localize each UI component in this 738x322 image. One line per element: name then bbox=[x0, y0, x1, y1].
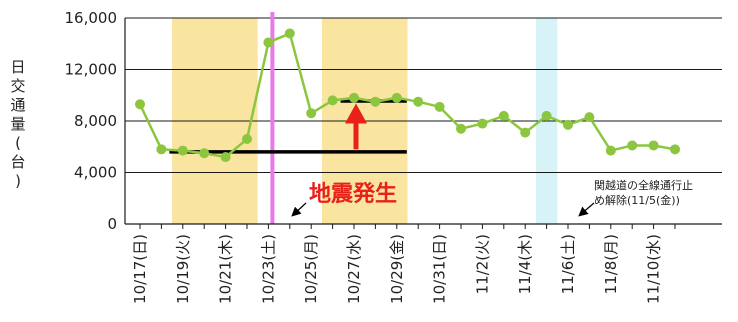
data-point bbox=[199, 148, 210, 159]
earthquake-pointer bbox=[291, 202, 307, 217]
data-point bbox=[648, 140, 659, 151]
axes bbox=[124, 18, 722, 229]
x-tick-label: 10/17(日) bbox=[131, 234, 149, 304]
data-point bbox=[563, 119, 573, 130]
x-tick-label: 10/23(土) bbox=[259, 234, 277, 304]
series-points bbox=[135, 28, 680, 163]
data-point bbox=[413, 96, 424, 107]
data-point bbox=[177, 145, 188, 156]
data-point bbox=[156, 144, 167, 155]
y-tick-label: 12,000 bbox=[65, 61, 118, 79]
x-tick-label: 10/29(金) bbox=[388, 234, 406, 304]
earthquake-label: 地震発生 bbox=[309, 182, 397, 207]
data-point bbox=[584, 112, 595, 123]
data-point bbox=[349, 92, 359, 103]
y-tick-label: 4,000 bbox=[74, 164, 117, 182]
data-point bbox=[220, 152, 231, 163]
x-tick-label: 11/6(土) bbox=[559, 234, 577, 294]
reopen-label-line-2: め解除(11/5(金)) bbox=[594, 193, 680, 207]
annotations: 地震発生 関越道の全線通行止 め解除(11/5(金)) bbox=[291, 178, 693, 217]
y-tick-labels: 0 4,000 8,000 12,000 16,000 bbox=[65, 9, 118, 233]
reopen-label-line-1: 関越道の全線通行止 bbox=[594, 178, 693, 192]
y-tick-label: 0 bbox=[107, 215, 117, 233]
increase-arrow bbox=[345, 103, 367, 150]
x-tick-label: 11/8(月) bbox=[602, 234, 620, 294]
data-point bbox=[306, 108, 317, 119]
y-tick-label: 8,000 bbox=[74, 112, 117, 130]
data-point bbox=[242, 134, 252, 145]
x-tick-labels: 10/17(日) 10/19(火) 10/21(木) 10/23(土) 10/25(月)… bbox=[131, 234, 663, 304]
x-tick-label: 10/19(火) bbox=[174, 234, 192, 304]
x-tick-label: 11/10(水) bbox=[645, 234, 663, 304]
x-tick-label: 10/25(月) bbox=[302, 234, 320, 304]
data-point bbox=[327, 95, 338, 106]
x-tick-label: 11/2(火) bbox=[473, 234, 491, 294]
x-tick-label: 10/21(木) bbox=[217, 234, 235, 304]
data-point bbox=[135, 99, 145, 110]
data-point bbox=[434, 101, 445, 112]
data-point bbox=[477, 118, 488, 129]
data-point bbox=[605, 145, 616, 156]
data-point bbox=[670, 144, 680, 155]
arrow-head bbox=[345, 103, 367, 124]
x-tick-label: 11/4(木) bbox=[516, 234, 534, 294]
data-point bbox=[456, 123, 466, 134]
data-point bbox=[391, 92, 402, 103]
x-tick-label: 10/27(水) bbox=[345, 234, 363, 304]
data-point bbox=[627, 140, 638, 151]
data-point bbox=[520, 127, 531, 138]
x-tick-label: 10/31(日) bbox=[431, 234, 449, 304]
y-tick-label: 16,000 bbox=[65, 9, 118, 27]
data-point bbox=[263, 37, 274, 48]
y-axis-label: 日交通量(台) bbox=[10, 58, 25, 190]
reopen-pointer bbox=[578, 202, 595, 217]
data-point bbox=[498, 110, 509, 121]
data-point bbox=[284, 28, 295, 39]
data-point bbox=[370, 96, 381, 107]
data-point bbox=[541, 110, 552, 121]
